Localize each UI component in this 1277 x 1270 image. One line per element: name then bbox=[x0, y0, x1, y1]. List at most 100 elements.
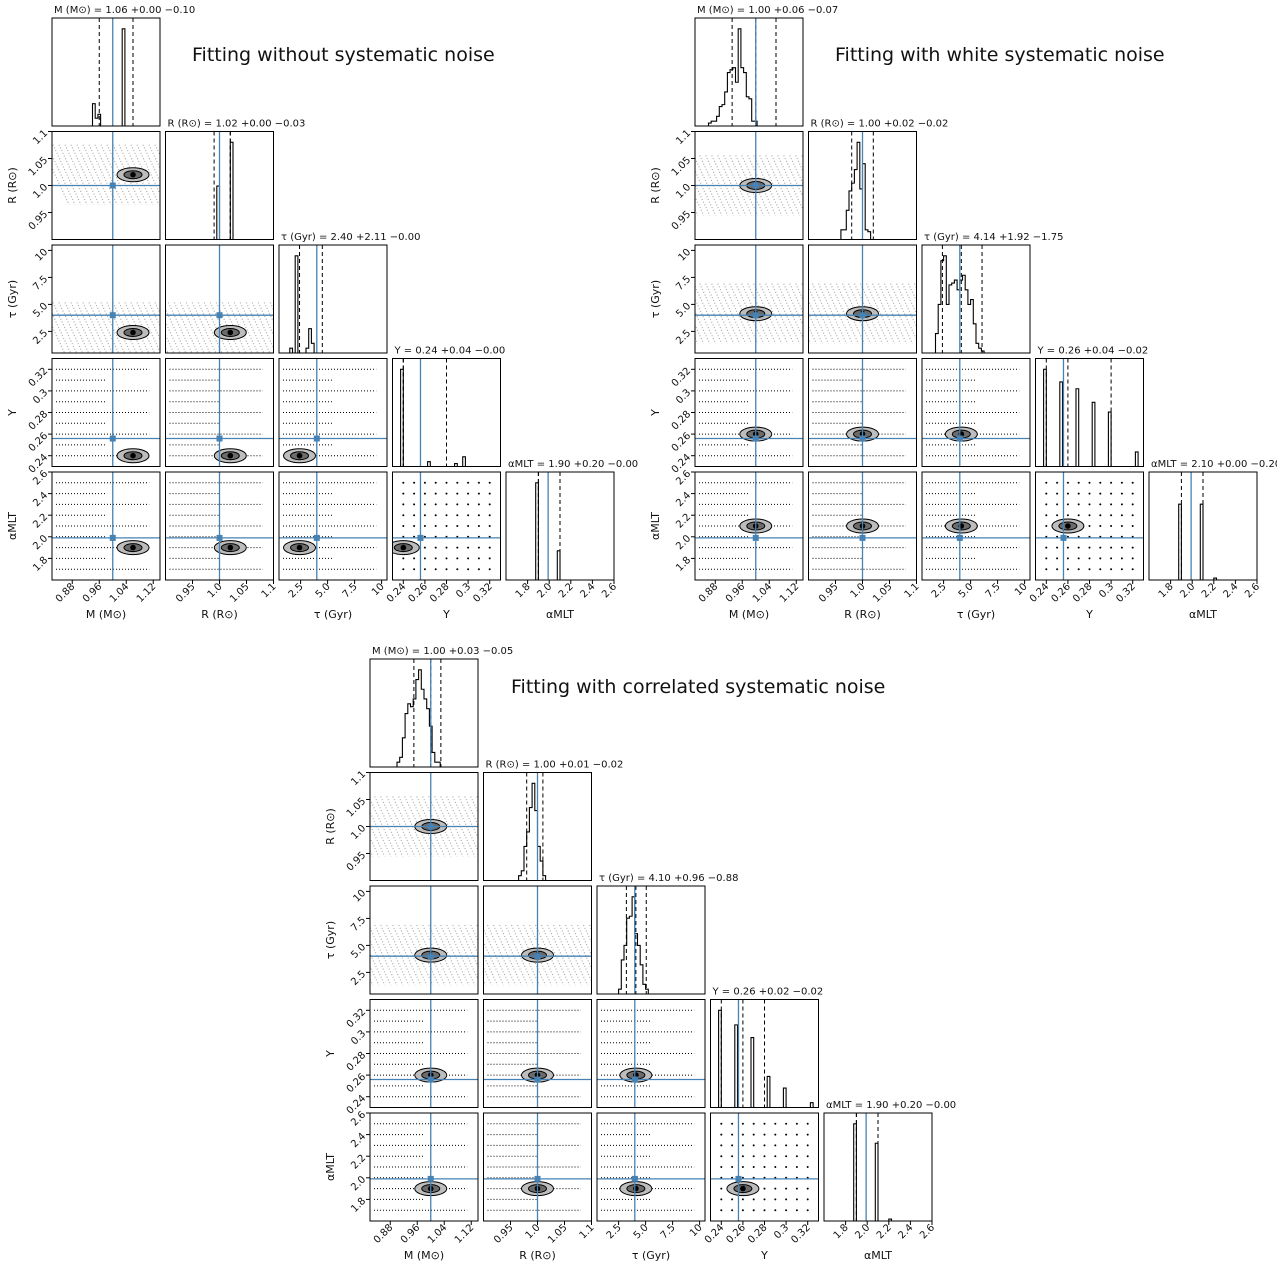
sample-dot bbox=[1045, 546, 1048, 549]
y-axis-label: Y bbox=[324, 1050, 337, 1058]
x-tick-label: 1.1 bbox=[578, 1222, 597, 1241]
sample-band bbox=[877, 283, 908, 344]
sample-band bbox=[895, 283, 917, 328]
sample-dot bbox=[763, 1187, 766, 1190]
panel-frame bbox=[369, 658, 479, 768]
truth-marker bbox=[427, 1175, 434, 1182]
x-tick-label: 0.32 bbox=[471, 581, 495, 605]
sample-dot bbox=[1045, 481, 1048, 484]
sample-band bbox=[165, 307, 187, 353]
sample-dot bbox=[456, 514, 459, 517]
x-tick-label: 0.88 bbox=[372, 1222, 396, 1246]
sample-band bbox=[540, 924, 571, 986]
y-tick-label: 10 bbox=[351, 888, 368, 905]
sample-dot bbox=[456, 557, 459, 560]
sample-dot bbox=[1120, 514, 1123, 517]
histogram-summary-label: τ (Gyr) = 4.10 +0.96 −0.88 bbox=[599, 873, 738, 884]
sample-band bbox=[777, 283, 803, 340]
y-tick-label: 2.0 bbox=[674, 533, 693, 552]
sample-dot bbox=[434, 557, 437, 560]
plot-area bbox=[1149, 472, 1257, 580]
plot-area bbox=[392, 358, 501, 467]
sample-dot bbox=[774, 1122, 777, 1125]
sample-dot bbox=[785, 1133, 788, 1136]
sample-dot bbox=[741, 1209, 744, 1212]
sample-dot bbox=[806, 1166, 809, 1168]
truth-marker bbox=[631, 1175, 638, 1182]
histogram-0-4: αMLT = 1.90 +0.20 −0.00 1.8 2.0 2.2 2.4 2.6 αM… bbox=[505, 459, 638, 621]
sample-band bbox=[370, 939, 392, 986]
sample-dot bbox=[720, 1209, 723, 1212]
contour-panel-2-2-0: 2.5 5.0 7.5 10 τ (Gyr) bbox=[324, 885, 479, 995]
sample-band bbox=[185, 145, 213, 205]
y-tick-label: 7.5 bbox=[674, 274, 693, 293]
y-tick-label: 2.2 bbox=[349, 1153, 368, 1172]
sample-dot bbox=[1099, 525, 1102, 527]
y-tick-label: 5.0 bbox=[31, 301, 50, 320]
x-tick-label: 1.04 bbox=[108, 581, 132, 605]
x-tick-label: 0.96 bbox=[399, 1222, 423, 1246]
sample-dot bbox=[752, 1209, 755, 1212]
x-axis-label: αMLT bbox=[546, 608, 574, 621]
plot-area bbox=[392, 472, 501, 580]
sample-dot bbox=[806, 1209, 809, 1212]
sample-dot bbox=[413, 481, 416, 484]
sample-dot bbox=[423, 557, 426, 560]
sample-band bbox=[723, 283, 753, 344]
x-tick-label: 2.2 bbox=[557, 581, 576, 600]
sample-band bbox=[100, 144, 130, 205]
contour-panel-1-4-2: 2.5 5.0 7.5 10 τ (Gyr) bbox=[921, 471, 1031, 621]
plot-area bbox=[824, 1113, 932, 1221]
truth-marker bbox=[859, 435, 866, 442]
sample-dot bbox=[467, 546, 470, 549]
sample-band bbox=[52, 302, 78, 353]
y-tick-label: 2.2 bbox=[674, 512, 693, 531]
x-tick-label: 2.0 bbox=[1178, 581, 1197, 600]
sample-dot bbox=[806, 1187, 809, 1190]
corner-plot-0: M (M⊙) = 1.06 +0.00 −0.100.951.01.051.1R… bbox=[6, 5, 638, 621]
x-tick-label: 1.0 bbox=[524, 1222, 543, 1241]
sample-dot bbox=[402, 492, 405, 495]
sample-band bbox=[699, 283, 729, 344]
sample-dot bbox=[402, 514, 405, 517]
x-tick-label: 2.6 bbox=[918, 1222, 937, 1241]
panel-frame bbox=[921, 358, 1031, 467]
y-tick-label: 0.26 bbox=[345, 1072, 369, 1096]
panel-frame bbox=[51, 244, 161, 354]
panel-frame bbox=[694, 244, 804, 354]
contour-panel-2-2-1 bbox=[483, 885, 592, 995]
density-peak bbox=[130, 171, 136, 178]
sample-dot bbox=[1131, 568, 1134, 571]
y-tick-label: 1.1 bbox=[349, 769, 368, 788]
x-tick-label: 2.5 bbox=[287, 581, 306, 600]
y-tick-label: 10 bbox=[676, 247, 693, 264]
x-tick-label: 0.28 bbox=[746, 1222, 770, 1246]
y-tick-label: 10 bbox=[33, 247, 50, 264]
x-tick-label: 5.0 bbox=[957, 581, 976, 600]
x-tick-label: 1.12 bbox=[135, 581, 159, 605]
truth-marker bbox=[752, 534, 759, 541]
sample-dot bbox=[413, 514, 416, 517]
plot-area bbox=[370, 772, 478, 881]
y-tick-label: 5.0 bbox=[674, 301, 693, 320]
truth-marker bbox=[956, 435, 963, 442]
histogram-summary-label: αMLT = 1.90 +0.20 −0.00 bbox=[508, 459, 638, 470]
sample-dot bbox=[731, 1144, 734, 1147]
truth-marker bbox=[859, 534, 866, 541]
sample-dot bbox=[456, 492, 459, 495]
sample-dot bbox=[402, 481, 405, 484]
y-tick-label: 0.32 bbox=[670, 366, 694, 390]
sample-dot bbox=[1045, 568, 1048, 571]
x-tick-label: 2.2 bbox=[875, 1222, 894, 1241]
y-tick-label: 0.28 bbox=[345, 1050, 369, 1074]
panel-frame bbox=[165, 244, 274, 354]
sample-dot bbox=[1110, 481, 1113, 484]
x-tick-label: 2.4 bbox=[1221, 581, 1240, 600]
sample-band bbox=[446, 924, 476, 986]
plot-area bbox=[165, 245, 274, 353]
plot-area bbox=[165, 131, 274, 240]
y-tick-label: 0.95 bbox=[345, 850, 369, 874]
sample-band bbox=[801, 155, 803, 160]
plot-area bbox=[695, 472, 803, 580]
plot-area bbox=[279, 472, 387, 580]
